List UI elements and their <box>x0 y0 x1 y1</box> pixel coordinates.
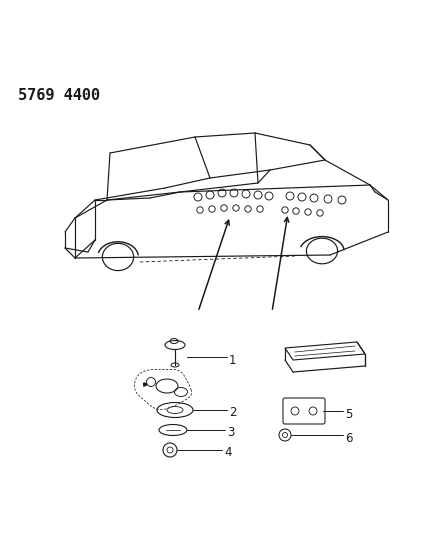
Text: 3: 3 <box>227 426 235 440</box>
Text: 4: 4 <box>224 447 232 459</box>
Text: 5: 5 <box>345 408 352 421</box>
Text: 2: 2 <box>229 407 237 419</box>
Text: 1: 1 <box>229 353 237 367</box>
Text: 6: 6 <box>345 432 353 445</box>
Text: 5769 4400: 5769 4400 <box>18 88 100 103</box>
